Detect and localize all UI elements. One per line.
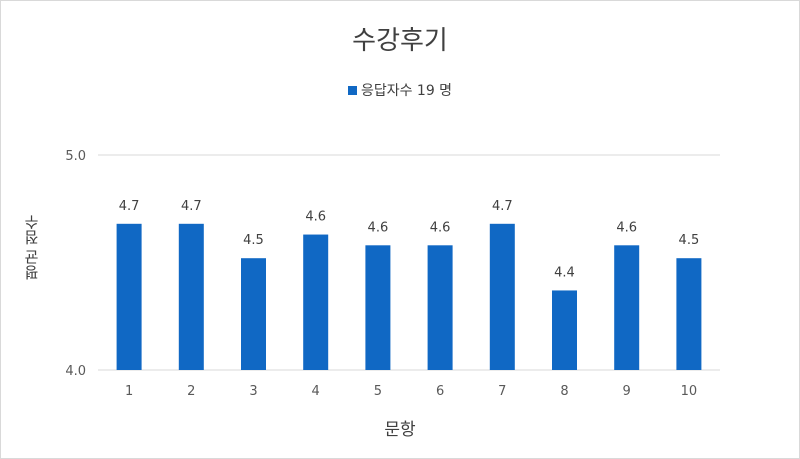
data-label: 4.7 [119,199,140,214]
bar [116,223,142,370]
bar [303,234,329,370]
x-tick-label: 10 [681,384,698,399]
x-tick-label: 7 [498,384,506,399]
x-tick-label: 3 [249,384,257,399]
x-tick-label: 4 [312,384,320,399]
x-tick-label: 5 [374,384,382,399]
bar [489,223,515,370]
data-label: 4.6 [305,210,326,225]
data-label: 4.5 [243,233,264,248]
x-tick-label: 8 [560,384,568,399]
x-tick-label: 2 [187,384,195,399]
bar [614,245,640,370]
bar [241,258,266,370]
bar [365,245,391,370]
data-label: 4.6 [368,220,389,235]
legend-label: 응답자수 19 명 [360,83,453,99]
data-label: 4.6 [616,220,637,235]
data-label: 4.6 [430,220,451,235]
data-label: 4.5 [679,233,700,248]
x-axis-label: 문항 [384,420,416,440]
x-tick-label: 1 [125,384,133,399]
x-tick-label: 6 [436,384,444,399]
data-label: 4.4 [554,265,575,280]
bar [676,258,702,370]
chart-legend: 응답자수 19 명 [0,80,800,100]
bar [178,223,204,370]
bar [427,245,453,370]
bar [552,290,577,370]
y-tick-label: 5.0 [65,149,86,164]
x-tick-label: 9 [623,384,631,399]
legend-swatch [347,86,357,95]
y-tick-label: 4.0 [65,364,86,379]
chart-title: 수강후기 [352,26,448,56]
data-label: 4.7 [492,199,513,214]
data-label: 4.7 [181,199,202,214]
